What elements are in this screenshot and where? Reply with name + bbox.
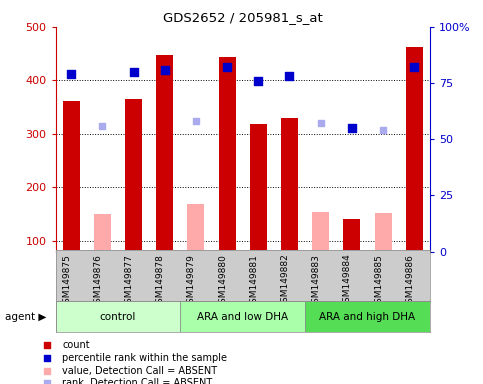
Text: GSM149884: GSM149884 xyxy=(343,254,352,308)
Point xyxy=(43,342,51,348)
Bar xyxy=(343,219,360,252)
Point xyxy=(411,64,418,70)
Text: GSM149886: GSM149886 xyxy=(405,254,414,309)
Text: count: count xyxy=(62,339,90,350)
Point xyxy=(43,380,51,384)
Point xyxy=(255,78,262,84)
Text: GSM149876: GSM149876 xyxy=(93,254,102,309)
Text: GSM149885: GSM149885 xyxy=(374,254,383,309)
Bar xyxy=(156,55,173,252)
Bar xyxy=(250,124,267,252)
Point xyxy=(317,121,325,127)
Text: GSM149875: GSM149875 xyxy=(62,254,71,309)
Text: ARA and high DHA: ARA and high DHA xyxy=(319,312,415,322)
Text: agent ▶: agent ▶ xyxy=(5,312,46,322)
Point xyxy=(99,122,106,129)
Text: percentile rank within the sample: percentile rank within the sample xyxy=(62,353,227,362)
Text: value, Detection Call = ABSENT: value, Detection Call = ABSENT xyxy=(62,366,217,376)
Text: rank, Detection Call = ABSENT: rank, Detection Call = ABSENT xyxy=(62,378,212,384)
Point xyxy=(379,127,387,133)
Bar xyxy=(125,99,142,252)
Bar xyxy=(374,213,392,252)
Point xyxy=(43,354,51,361)
Text: GSM149882: GSM149882 xyxy=(281,254,289,308)
Bar xyxy=(312,212,329,252)
Point xyxy=(223,64,231,70)
Text: GSM149877: GSM149877 xyxy=(125,254,133,309)
Bar xyxy=(63,101,80,252)
Title: GDS2652 / 205981_s_at: GDS2652 / 205981_s_at xyxy=(163,11,323,24)
Bar xyxy=(218,57,236,252)
Text: GSM149883: GSM149883 xyxy=(312,254,321,309)
Point xyxy=(129,69,137,75)
Bar xyxy=(187,204,204,252)
Bar xyxy=(406,47,423,252)
Bar xyxy=(94,214,111,252)
Text: GSM149881: GSM149881 xyxy=(249,254,258,309)
Bar xyxy=(180,301,305,332)
Bar xyxy=(281,118,298,252)
Bar xyxy=(305,301,430,332)
Text: ARA and low DHA: ARA and low DHA xyxy=(197,312,288,322)
Point xyxy=(67,71,75,77)
Text: GSM149879: GSM149879 xyxy=(187,254,196,309)
Point xyxy=(192,118,200,124)
Text: GSM149878: GSM149878 xyxy=(156,254,165,309)
Text: control: control xyxy=(100,312,136,322)
Point xyxy=(285,73,293,79)
Point xyxy=(43,367,51,374)
Text: GSM149880: GSM149880 xyxy=(218,254,227,309)
Point xyxy=(161,66,169,73)
Bar xyxy=(56,301,180,332)
Point xyxy=(348,125,356,131)
